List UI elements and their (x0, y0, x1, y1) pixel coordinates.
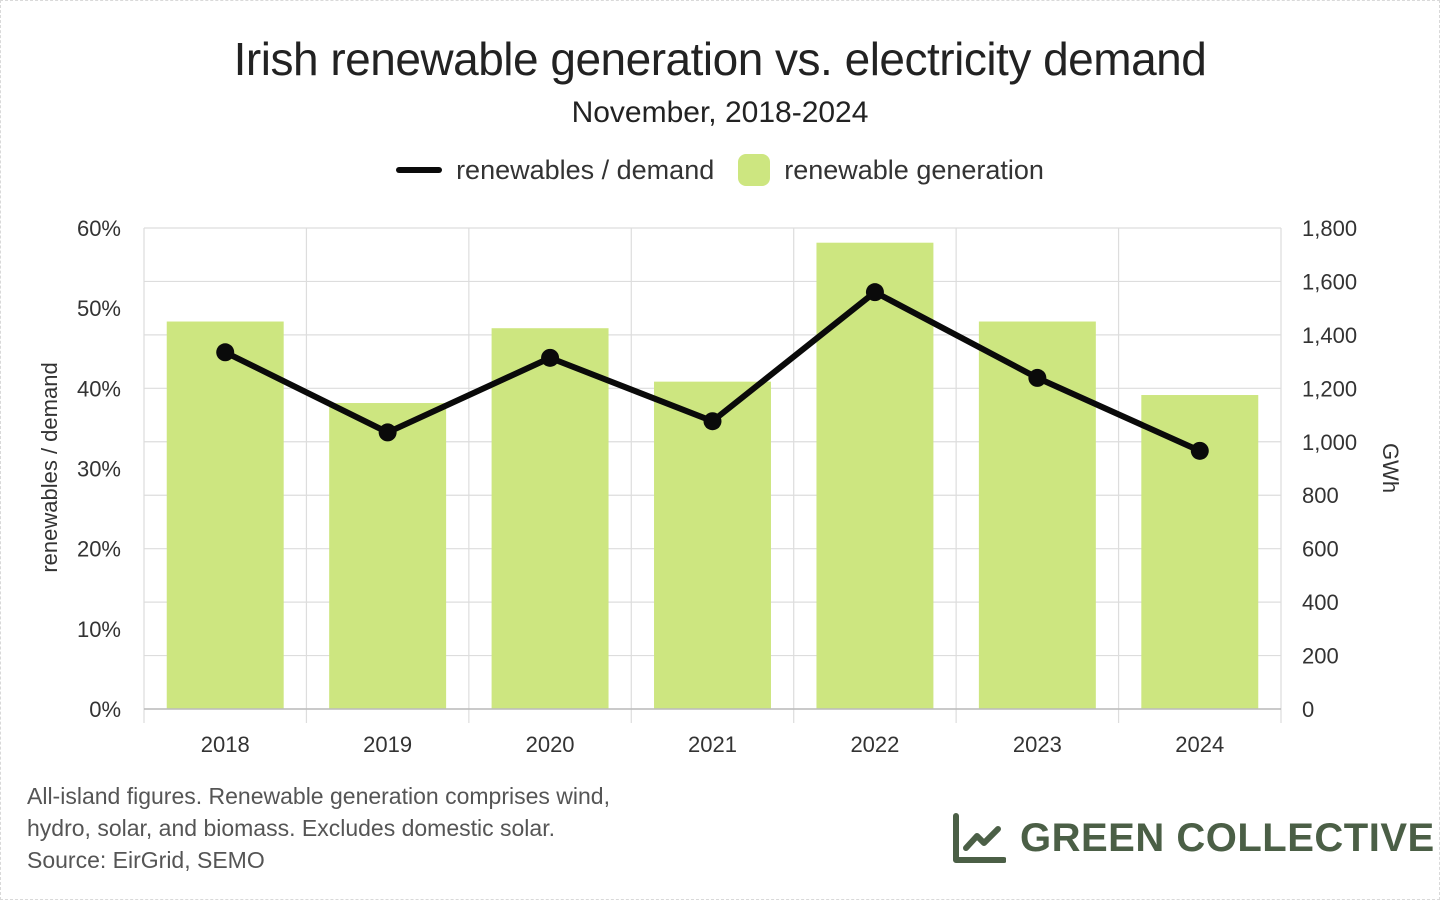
y-right-tick-label: 1,400 (1302, 323, 1357, 348)
x-tick-label: 2022 (850, 732, 899, 757)
point-2018 (216, 343, 235, 362)
footnote-line-1: All-island figures. Renewable generation… (27, 783, 610, 809)
y-left-axis-label: renewables / demand (37, 362, 62, 572)
line-chart-logo-icon (953, 813, 1006, 863)
bar-2021 (654, 381, 771, 709)
y-right-tick-label: 400 (1302, 590, 1339, 615)
footnote: All-island figures. Renewable generation… (27, 780, 610, 876)
point-2023 (1028, 368, 1047, 387)
chart-title: Irish renewable generation vs. electrici… (233, 33, 1207, 85)
y-right-tick-label: 200 (1302, 644, 1339, 669)
legend: renewables / demand renewable generation (0, 154, 1440, 186)
y-right-tick-label: 0 (1302, 697, 1314, 722)
bar-2020 (491, 328, 609, 709)
footnote-source: Source: EirGrid, SEMO (27, 847, 265, 873)
point-2024 (1190, 441, 1209, 460)
x-tick-label: 2020 (526, 732, 575, 757)
y-left-tick-label: 0% (89, 697, 121, 722)
legend-bar-swatch (738, 154, 771, 186)
y-left-tick-label: 40% (77, 376, 121, 401)
x-tick-label: 2021 (688, 732, 737, 757)
y-right-tick-label: 1,800 (1302, 216, 1357, 241)
point-2021 (703, 412, 722, 431)
y-right-tick-label: 600 (1302, 537, 1339, 562)
x-tick-label: 2024 (1175, 732, 1224, 757)
x-tick-label: 2018 (201, 732, 250, 757)
bar-2018 (166, 321, 284, 709)
x-tick-label: 2023 (1013, 732, 1062, 757)
legend-item-bar[interactable]: renewable generation (738, 154, 1044, 186)
y-left-tick-label: 60% (77, 216, 121, 241)
legend-line-marker (396, 167, 443, 173)
y-right-tick-label: 1,600 (1302, 269, 1357, 294)
y-left-tick-label: 20% (77, 537, 121, 562)
y-right-tick-label: 800 (1302, 483, 1339, 508)
y-right-tick-label: 1,000 (1302, 430, 1357, 455)
y-left-tick-label: 10% (77, 617, 121, 642)
y-right-tick-label: 1,200 (1302, 376, 1357, 401)
brand-logo: GREEN COLLECTIVE (950, 810, 1435, 866)
legend-item-line[interactable]: renewables / demand (396, 155, 714, 186)
point-2022 (865, 283, 884, 302)
x-tick-label: 2019 (363, 732, 412, 757)
legend-line-label: renewables / demand (456, 154, 715, 185)
point-2020 (541, 348, 560, 367)
y-left-tick-label: 30% (77, 457, 121, 482)
chart-subtitle: November, 2018-2024 (571, 96, 869, 129)
y-left-tick-label: 50% (77, 296, 121, 321)
brand-name: GREEN COLLECTIVE (1020, 815, 1435, 860)
point-2019 (378, 423, 397, 442)
y-right-axis-label: GWh (1378, 443, 1403, 493)
bar-2019 (329, 403, 447, 709)
legend-bar-label: renewable generation (784, 154, 1044, 185)
footnote-line-2: hydro, solar, and biomass. Excludes dome… (27, 815, 555, 841)
